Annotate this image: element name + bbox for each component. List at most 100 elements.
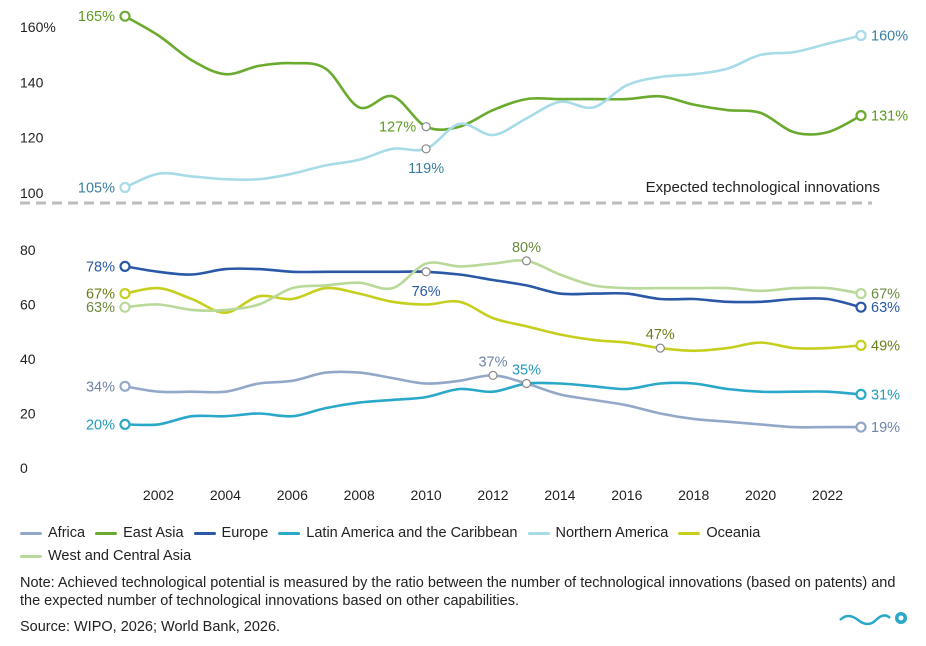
legend-swatch <box>20 531 42 535</box>
data-point-northern-america <box>119 181 131 194</box>
x-tick-label: 2010 <box>411 487 442 503</box>
series-line-africa <box>123 370 863 429</box>
series-line-oceania <box>123 286 863 353</box>
data-label-europe: 78% <box>86 259 115 275</box>
watermark-logo <box>839 612 907 626</box>
series-line-latin-america-and-the-caribbean <box>123 381 863 427</box>
data-point-oceania <box>119 288 131 300</box>
legend-label: East Asia <box>123 525 184 541</box>
data-point-east-asia <box>421 122 431 132</box>
data-label-oceania: 67% <box>86 287 115 303</box>
series-line-east-asia <box>123 14 863 136</box>
top-panel: 100 120 140 160% 165% 127% 131% 105% 119% 160% <box>20 9 908 201</box>
legend-item-oceania: Oceania <box>678 522 760 545</box>
data-label-europe: 63% <box>871 300 900 316</box>
y-tick-label: 20 <box>20 406 36 422</box>
legend-swatch <box>278 531 301 535</box>
expected-innovations-annotation: Expected technological innovations <box>646 179 880 196</box>
legend-swatch <box>20 554 42 558</box>
legend-label: West and Central Asia <box>48 548 192 564</box>
data-label-africa: 34% <box>86 379 115 395</box>
bottom-panel: 0 20 40 60 80 34% 37% 19% 78% 76% 63% 20% 35% 31% 67% 4… <box>20 240 900 476</box>
x-tick-label: 2002 <box>143 487 174 503</box>
data-point-east-asia <box>855 109 867 122</box>
x-axis: 2002 2004 2006 2008 2010 2012 2014 2016 2018 2020… <box>143 487 843 503</box>
data-point-europe <box>421 267 431 277</box>
legend-label: Oceania <box>706 525 761 541</box>
line-chart: 100 120 140 160% 165% 127% 131% 105% 119% 160% Ex… <box>20 9 908 503</box>
legend-swatch <box>527 531 550 535</box>
y-tick-label: 120 <box>20 130 44 146</box>
x-tick-label: 2012 <box>477 487 508 503</box>
watermark-dot-inner <box>898 615 904 621</box>
data-label-latin-america-and-the-caribbean: 20% <box>86 417 115 433</box>
data-point-west-and-central-asia <box>855 288 867 300</box>
legend-swatch <box>678 531 701 535</box>
x-tick-label: 2020 <box>745 487 776 503</box>
y-tick-label: 100 <box>20 185 44 201</box>
data-label-east-asia: 131% <box>871 109 908 125</box>
legend-item-africa: Africa <box>20 522 85 545</box>
data-point-latin-america-and-the-caribbean <box>521 378 532 389</box>
y-tick-label: 160% <box>20 19 56 35</box>
x-tick-label: 2006 <box>277 487 308 503</box>
x-tick-label: 2016 <box>611 487 642 503</box>
chart-note: Note: Achieved technological potential i… <box>20 575 896 609</box>
data-label-west-and-central-asia: 67% <box>871 287 900 303</box>
legend-label: Northern America <box>555 525 669 541</box>
legend: Africa East Asia Europe Latin America and t… <box>20 522 910 568</box>
data-label-europe: 76% <box>412 284 441 300</box>
data-label-northern-america: 119% <box>408 161 444 177</box>
watermark-mark <box>839 614 891 626</box>
data-point-oceania <box>655 343 665 353</box>
data-label-latin-america-and-the-caribbean: 31% <box>871 387 900 403</box>
data-label-northern-america: 105% <box>78 181 115 197</box>
y-tick-label: 40 <box>20 351 36 367</box>
y-tick-label: 80 <box>20 242 36 258</box>
y-tick-label: 60 <box>20 297 36 313</box>
data-point-latin-america-and-the-caribbean <box>119 418 131 430</box>
data-label-oceania: 49% <box>871 338 900 354</box>
x-tick-label: 2022 <box>812 487 843 503</box>
data-label-northern-america: 160% <box>871 29 908 45</box>
legend-swatch <box>95 531 118 535</box>
data-point-africa <box>855 421 867 433</box>
legend-swatch <box>193 531 216 535</box>
legend-item-east-asia: East Asia <box>95 522 184 545</box>
legend-label: Europe <box>221 525 269 541</box>
data-label-east-asia: 127% <box>379 120 416 136</box>
x-tick-label: 2018 <box>678 487 709 503</box>
data-label-west-and-central-asia: 63% <box>86 300 115 316</box>
x-tick-label: 2014 <box>544 487 575 503</box>
legend-item-northern-america: Northern America <box>527 522 669 545</box>
legend-label: Africa <box>48 525 86 541</box>
series-line-europe <box>123 265 863 309</box>
legend-item-west-and-central-asia: West and Central Asia <box>20 545 191 568</box>
data-label-africa: 19% <box>871 420 900 436</box>
x-tick-label: 2004 <box>210 487 241 503</box>
data-point-africa <box>488 370 498 380</box>
data-point-latin-america-and-the-caribbean <box>855 388 867 400</box>
data-point-west-and-central-asia <box>521 256 532 266</box>
data-label-oceania: 47% <box>646 327 675 343</box>
y-tick-label: 0 <box>20 460 28 476</box>
y-tick-label: 140 <box>20 75 44 91</box>
data-point-east-asia <box>119 10 131 22</box>
legend-item-latin-america-and-the-caribbean: Latin America and the Caribbean <box>278 522 518 545</box>
data-point-africa <box>119 380 131 392</box>
data-label-west-and-central-asia: 80% <box>512 240 541 256</box>
data-point-west-and-central-asia <box>119 301 131 313</box>
data-point-europe <box>119 260 131 272</box>
series-line-northern-america <box>123 34 863 189</box>
series-line-west-and-central-asia <box>123 259 863 312</box>
x-tick-label: 2008 <box>344 487 375 503</box>
data-point-europe <box>855 301 867 313</box>
data-label-africa: 37% <box>478 354 507 370</box>
chart-source: Source: WIPO, 2026; World Bank, 2026. <box>20 619 281 635</box>
data-label-latin-america-and-the-caribbean: 35% <box>512 363 541 379</box>
data-point-oceania <box>855 339 867 351</box>
legend-item-europe: Europe <box>193 522 269 545</box>
legend-label: Latin America and the Caribbean <box>306 525 518 541</box>
data-point-northern-america <box>855 29 867 42</box>
data-point-northern-america <box>421 144 431 154</box>
